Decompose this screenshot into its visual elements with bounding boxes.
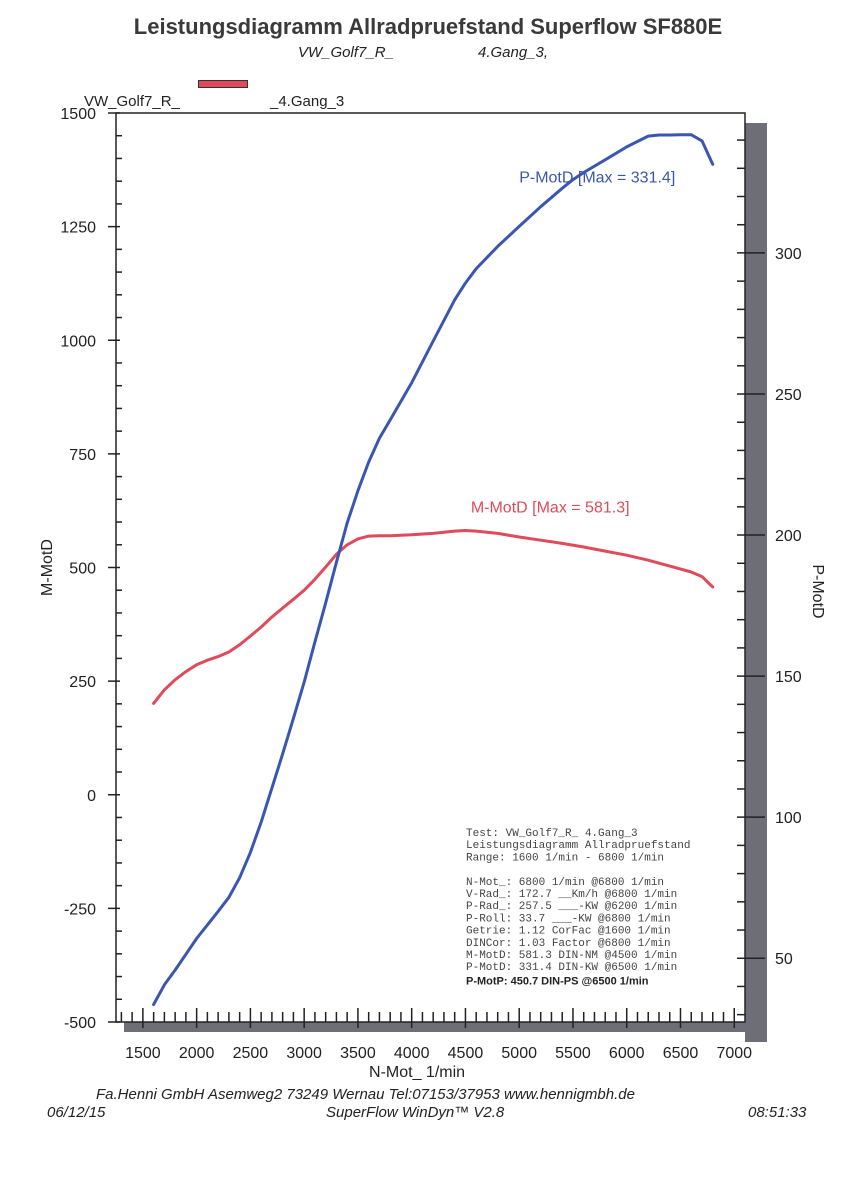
y-left-tick-label: 750 — [69, 447, 96, 464]
legend-gear: _4.Gang_3 — [270, 93, 345, 110]
info-box-line: P-Roll: 33.7 ___-KW @6800 1/min — [466, 913, 671, 925]
y-left-tick-label: 0 — [87, 788, 96, 805]
series-label-p-motd: P-MotD [Max = 331.4] — [519, 169, 675, 186]
x-tick-label: 6000 — [609, 1045, 645, 1062]
subtitle-gear: 4.Gang_3, — [478, 44, 549, 61]
info-box-line: Getrie: 1.12 CorFac @1600 1/min — [466, 926, 671, 938]
subtitle-vehicle: VW_Golf7_R_ — [298, 44, 394, 61]
y-left-tick-label: 1000 — [60, 333, 96, 350]
info-box-line: Test: VW_Golf7_R_ 4.Gang_3 — [466, 828, 638, 840]
y-right-tick-label: 300 — [775, 246, 802, 263]
info-box-line: M-MotD: 581.3 DIN-NM @4500 1/min — [466, 950, 677, 962]
series-line-p-motd — [152, 133, 715, 1006]
series-line-m-motd — [152, 529, 715, 705]
x-tick-label: 4500 — [448, 1045, 484, 1062]
chart-title: Leistungsdiagramm Allradpruefstand Super… — [133, 14, 723, 39]
x-tick-label: 2000 — [179, 1045, 215, 1062]
x-tick-label: 4000 — [394, 1045, 430, 1062]
y-right-axis-title: P-MotD — [809, 564, 826, 618]
legend-swatch — [198, 80, 248, 88]
y-left-tick-label: -250 — [64, 901, 96, 918]
bottom-frame-band — [124, 1022, 767, 1032]
x-tick-label: 7000 — [716, 1045, 752, 1062]
info-box-bold-line: P-MotP: 450.7 DIN-PS @6500 1/min — [466, 975, 649, 987]
y-left-tick-label: 250 — [69, 674, 96, 691]
y-right-tick-label: 100 — [775, 810, 802, 827]
x-tick-label: 5000 — [501, 1045, 537, 1062]
footer-software: SuperFlow WinDyn™ V2.8 — [326, 1104, 505, 1121]
x-tick-label: 5500 — [555, 1045, 591, 1062]
y-left-tick-label: 1500 — [60, 106, 96, 123]
right-frame-band — [745, 123, 767, 1042]
info-box-line: N-Mot_: 6800 1/min @6800 1/min — [466, 877, 664, 889]
x-tick-label: 1500 — [125, 1045, 161, 1062]
y-right-tick-label: 200 — [775, 528, 802, 545]
y-right-tick-label: 50 — [775, 951, 793, 968]
x-tick-label: 2500 — [233, 1045, 269, 1062]
x-tick-label: 3500 — [340, 1045, 376, 1062]
info-box-line: DINCor: 1.03 Factor @6800 1/min — [466, 938, 671, 950]
y-right-tick-label: 250 — [775, 387, 802, 404]
series-label-m-motd: M-MotD [Max = 581.3] — [471, 500, 630, 517]
info-box-line: Range: 1600 1/min - 6800 1/min — [466, 852, 664, 864]
footer-company: Fa.Henni GmbH Asemweg2 73249 Wernau Tel:… — [96, 1086, 635, 1103]
y-left-tick-label: 500 — [69, 561, 96, 578]
legend-vehicle: VW_Golf7_R_ — [84, 93, 180, 110]
info-box-line: P-MotD: 331.4 DIN-KW @6500 1/min — [466, 962, 677, 974]
info-box-line: P-Rad_: 257.5 ___-KW @6200 1/min — [466, 901, 677, 913]
y-left-tick-label: 1250 — [60, 220, 96, 237]
info-box-line: V-Rad_: 172.7 __Km/h @6800 1/min — [466, 889, 677, 901]
x-tick-label: 6500 — [663, 1045, 699, 1062]
footer-time: 08:51:33 — [748, 1104, 807, 1121]
info-box-line: Leistungsdiagramm Allradpruefstand — [466, 840, 690, 852]
footer-date: 06/12/15 — [47, 1104, 106, 1121]
y-left-tick-label: -500 — [64, 1015, 96, 1032]
x-tick-label: 3000 — [286, 1045, 322, 1062]
x-axis-title: N-Mot_ 1/min — [369, 1064, 465, 1081]
y-left-axis-title: M-MotD — [39, 539, 56, 596]
y-right-tick-label: 150 — [775, 669, 802, 686]
